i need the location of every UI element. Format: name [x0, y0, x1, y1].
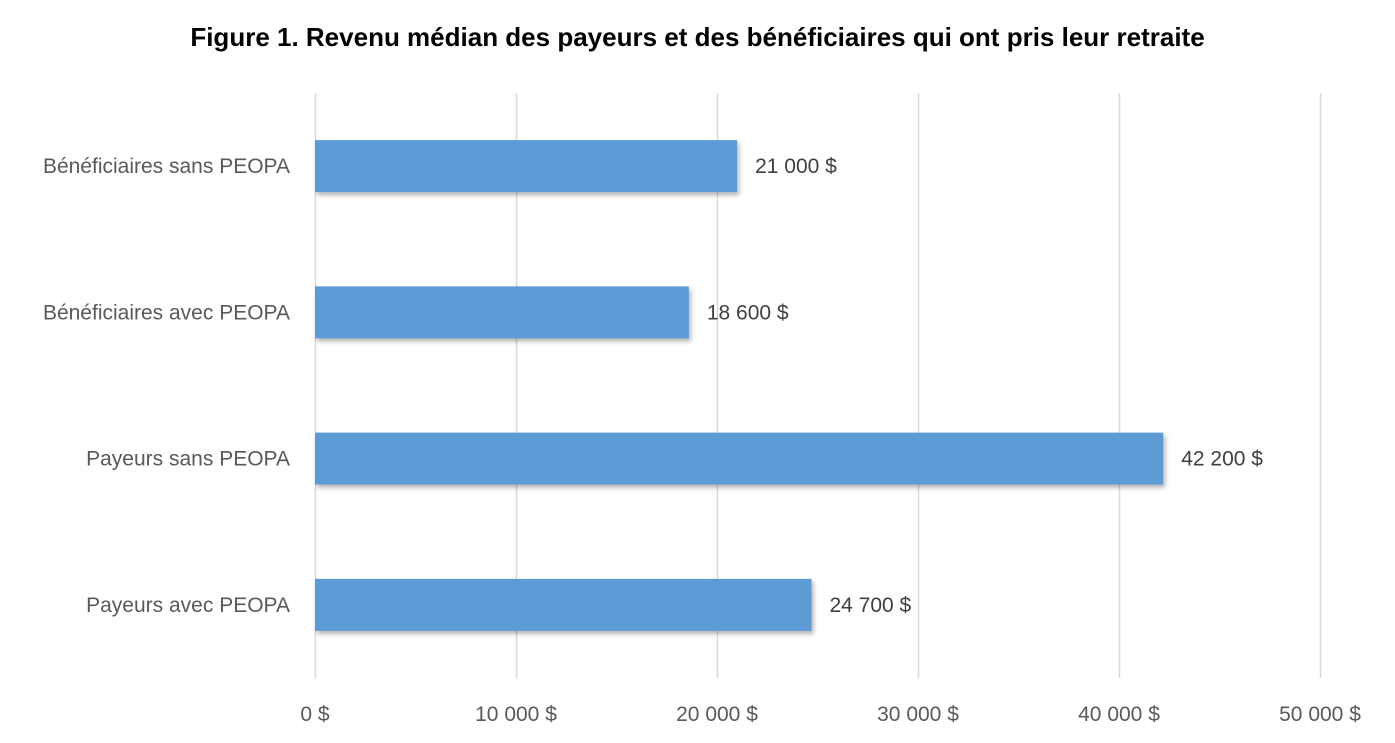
bar	[315, 432, 1164, 485]
labels: 0 $ 10 000 $ 20 000 $ 30 000 $ 40 000 $ 50 00…	[43, 155, 1361, 726]
bar	[315, 578, 812, 631]
x-tick-label: 40 000 $	[1078, 703, 1160, 726]
x-tick-label: 10 000 $	[475, 703, 557, 726]
data-label: 42 200 $	[1181, 448, 1263, 471]
x-tick-label: 0 $	[300, 703, 330, 726]
chart-title: Figure 1. Revenu médian des payeurs et d…	[190, 22, 1205, 52]
data-label: 24 700 $	[829, 594, 911, 617]
data-label: 18 600 $	[707, 301, 789, 324]
bar	[315, 140, 738, 193]
bars	[315, 140, 1164, 631]
category-label: Bénéficiaires sans PEOPA	[43, 155, 290, 178]
x-tick-label: 50 000 $	[1279, 703, 1361, 726]
x-tick-label: 20 000 $	[676, 703, 758, 726]
data-label: 21 000 $	[755, 155, 837, 178]
category-label: Payeurs avec PEOPA	[86, 594, 290, 617]
bar	[315, 286, 689, 339]
category-label: Payeurs sans PEOPA	[86, 448, 290, 471]
category-label: Bénéficiaires avec PEOPA	[43, 301, 290, 324]
x-tick-label: 30 000 $	[877, 703, 959, 726]
